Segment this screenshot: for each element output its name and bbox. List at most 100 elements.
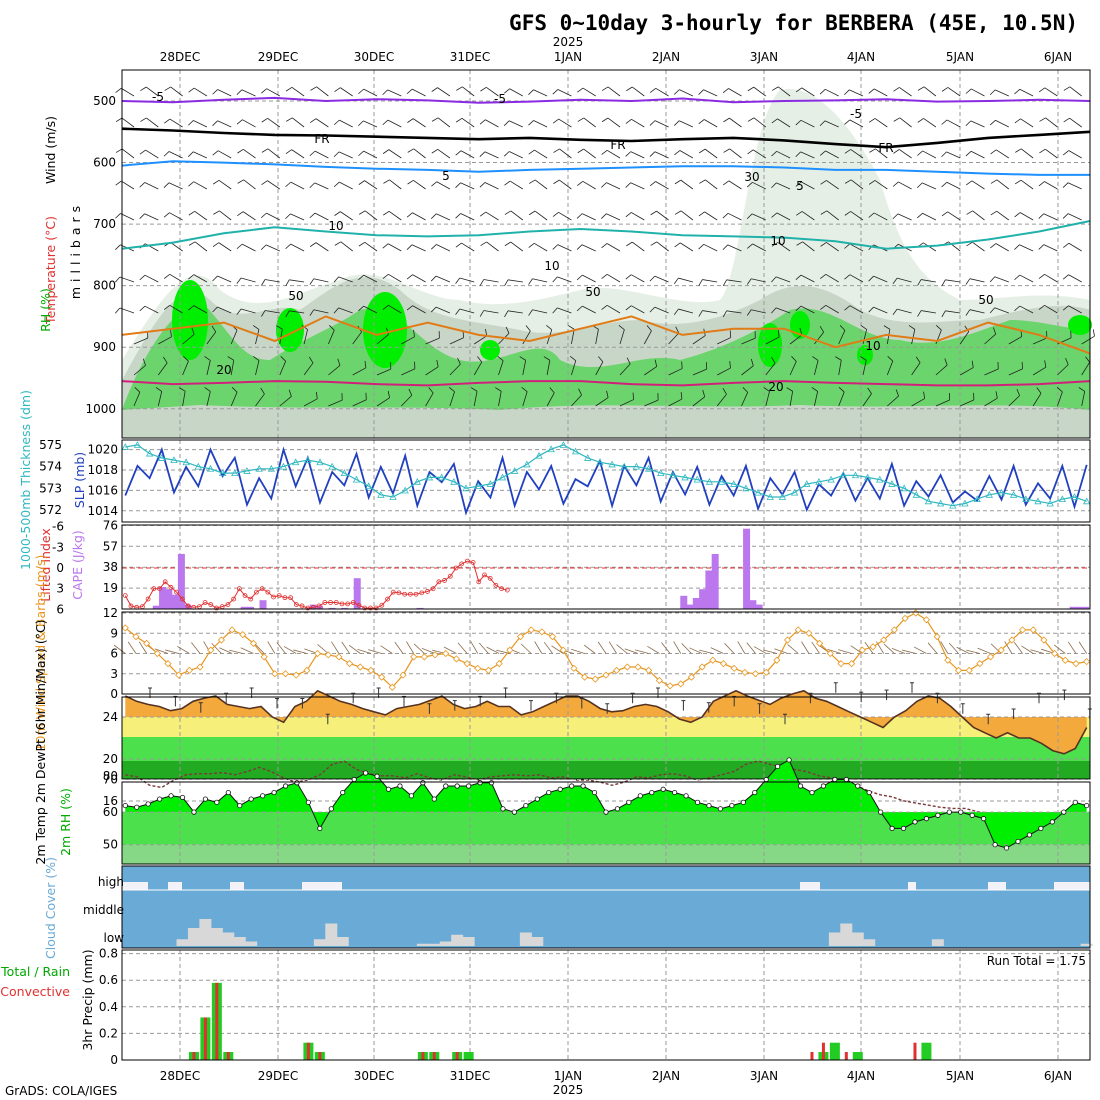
- contour-label: -5: [152, 90, 164, 104]
- wind-barb: [692, 368, 707, 376]
- wind-barb: [387, 119, 402, 128]
- precip-convective-bar: [432, 1052, 436, 1060]
- wind-barb-flag: [504, 88, 510, 94]
- thickness-marker: [182, 458, 190, 466]
- wind10-barb: [551, 645, 564, 654]
- wind10-marker: [751, 670, 760, 678]
- wind-barb: [935, 399, 950, 407]
- contour-label: 50: [288, 289, 303, 303]
- wind-barb-flag: [844, 119, 851, 125]
- wind-barb-flag: [722, 244, 729, 251]
- wind-barb-flag: [1062, 182, 1069, 188]
- panel-frame: [121, 611, 1091, 695]
- wind-barb-flag: [163, 182, 170, 188]
- wind-barb-flag: [771, 276, 777, 283]
- wind-barb: [532, 278, 548, 283]
- wind10-marker: [965, 666, 973, 674]
- wind10-barb: [267, 641, 276, 654]
- wind10-marker: [559, 646, 567, 654]
- bottom-date-axis: 28DEC 29DEC 30DEC 31DEC 1JAN 2JAN 3JAN 4JAN 5JAN…: [160, 1069, 1072, 1083]
- rh2m-marker: [1026, 832, 1033, 838]
- thickness-marker: [474, 482, 482, 490]
- wind-barb: [1067, 182, 1082, 190]
- wind-barb: [873, 275, 888, 283]
- wind-barb: [401, 368, 416, 376]
- thickness-marker: [121, 443, 129, 450]
- wind-barb-flag: [965, 120, 972, 127]
- wind-barb: [473, 335, 488, 345]
- precip-convective-bar: [455, 1052, 459, 1060]
- cape-bar: [177, 554, 185, 609]
- wind10-marker: [249, 639, 258, 647]
- cape-bar: [246, 606, 254, 609]
- wind-barb-flag: [204, 356, 211, 361]
- wind10-marker: [741, 668, 749, 676]
- cape-ylabel: CAPE (J/kg): [70, 530, 85, 600]
- wind-barb-flag: [552, 118, 559, 124]
- cloud-low-bar: [336, 937, 349, 946]
- wind-barb-flag: [990, 210, 997, 216]
- wind10-barb: [1004, 641, 1013, 654]
- wind-barb-flag: [625, 151, 632, 157]
- wind10-marker: [431, 651, 439, 659]
- contour-label: 20: [216, 363, 231, 377]
- thickness-marker: [596, 458, 604, 466]
- wind-barb-flag: [383, 179, 390, 184]
- wind10-marker: [474, 664, 482, 672]
- thickness-marker: [1034, 497, 1042, 505]
- wind-barb: [219, 210, 232, 221]
- lifted-index-marker: [174, 589, 180, 595]
- lifted-index-marker: [276, 593, 282, 598]
- thickness-marker: [511, 467, 519, 474]
- wind10-barb: [520, 643, 532, 654]
- cloud-high-gap: [230, 882, 244, 890]
- wind-barb: [182, 391, 186, 407]
- wind-barb: [243, 148, 256, 159]
- cape-bar: [152, 605, 160, 609]
- top-date-axis: 28DEC 29DEC 30DEC 31DEC 1JAN 2JAN 3JAN 4JAN 5JAN…: [160, 50, 1072, 64]
- wind-barb-flag: [917, 310, 922, 317]
- wind-barb: [193, 151, 208, 159]
- wind-barb: [862, 329, 868, 345]
- wind-barb-flag: [528, 120, 534, 126]
- thickness-marker: [851, 471, 860, 479]
- wind-barb: [461, 117, 475, 128]
- wind10-barb: [177, 646, 190, 654]
- wind-barb-flag: [139, 274, 146, 281]
- lifted-index-marker: [157, 586, 162, 592]
- wind-barb-flag: [1036, 387, 1042, 394]
- thickness-marker: [559, 441, 568, 448]
- wind-barb-flag: [237, 148, 244, 154]
- wind-barb: [947, 87, 961, 97]
- wind-barb: [206, 391, 211, 407]
- wind-barb-flag: [309, 150, 316, 157]
- wind10-marker: [260, 653, 268, 661]
- wind-barb-flag: [237, 211, 244, 216]
- wind-barb-flag: [114, 276, 121, 283]
- wind-barb-flag: [917, 212, 923, 219]
- wind-barb-flag: [479, 119, 486, 125]
- wind10-marker: [217, 636, 225, 644]
- wind-barb: [376, 334, 389, 345]
- contour-label: 30: [744, 170, 759, 184]
- wind-barb-flag: [601, 243, 608, 249]
- wind-barb-flag: [820, 180, 827, 185]
- wind-barb: [289, 279, 305, 283]
- thickness-marker: [644, 464, 653, 472]
- wind-barb: [473, 361, 483, 376]
- rh2m-marker: [832, 776, 838, 783]
- wind-barb: [1008, 395, 1020, 407]
- t2m-band-20: [122, 737, 1090, 761]
- wind-barb-flag: [134, 387, 141, 393]
- wind-barb: [1032, 366, 1047, 376]
- wind-barb-flag: [989, 307, 996, 314]
- wind-barb: [607, 86, 621, 97]
- wind-barb: [498, 360, 504, 376]
- wind10-marker: [1083, 658, 1091, 666]
- wind-barb-flag: [577, 180, 584, 186]
- thickness-marker: [790, 488, 799, 496]
- precip-total-bar: [852, 1052, 863, 1060]
- wind-barb: [814, 331, 824, 345]
- rh2m-marker: [157, 796, 163, 802]
- wind-barb-flag: [115, 213, 121, 219]
